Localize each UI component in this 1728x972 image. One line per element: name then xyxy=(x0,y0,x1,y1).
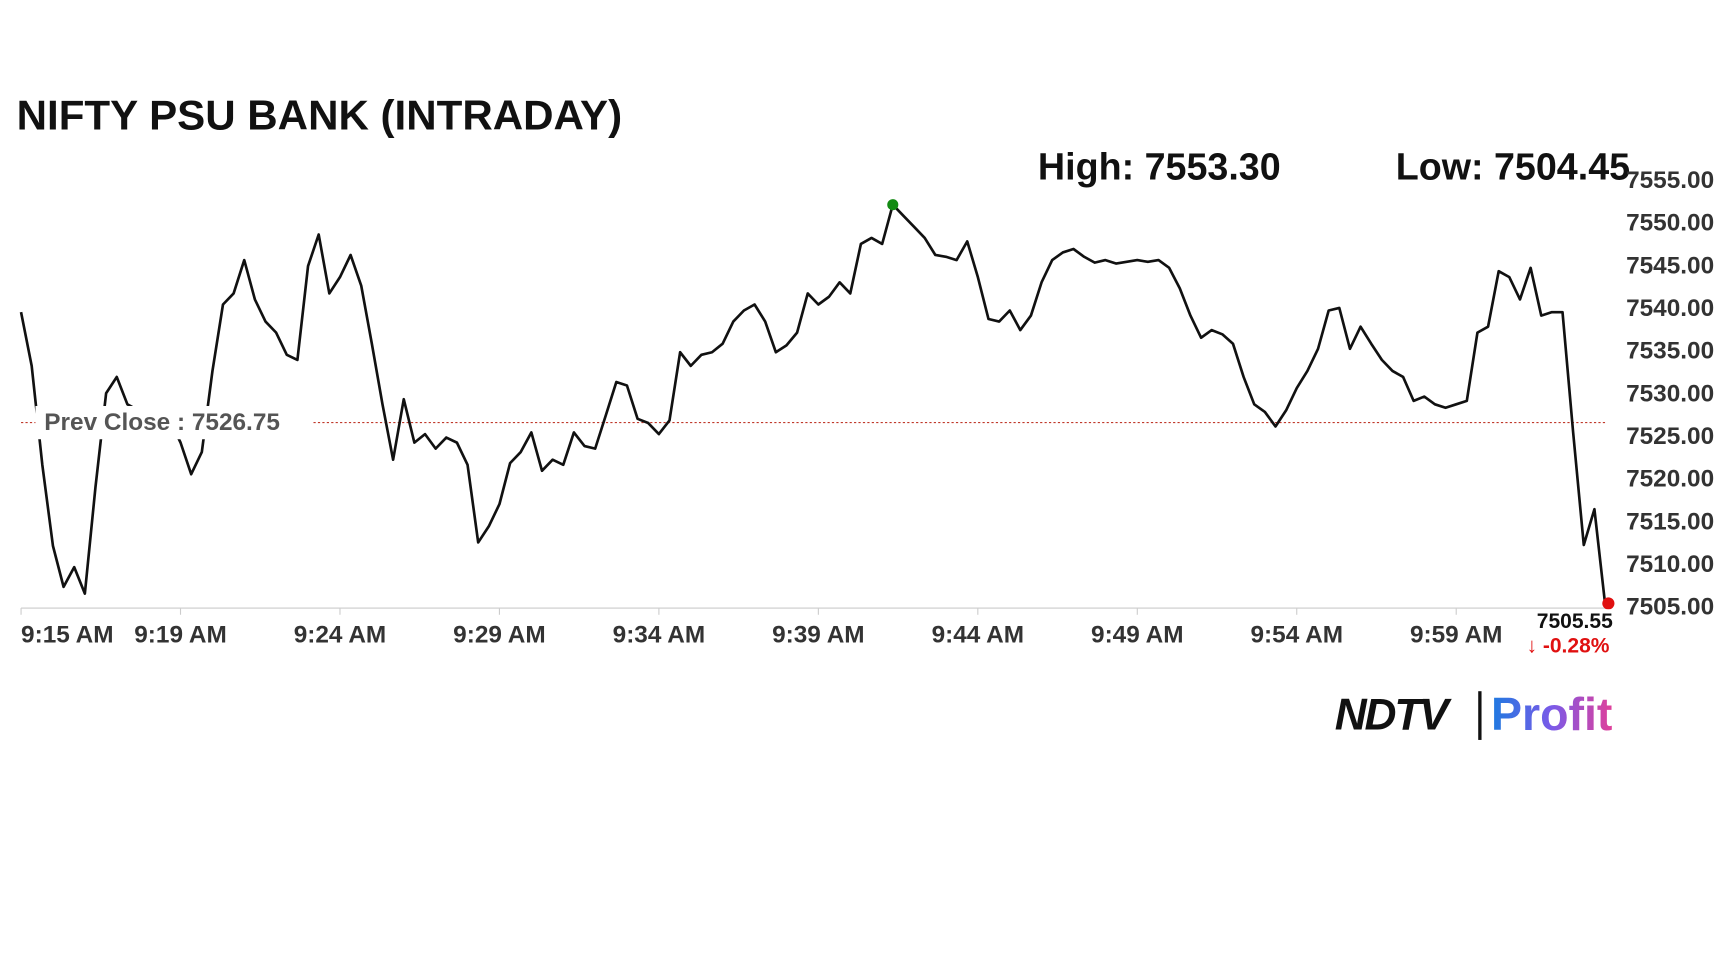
prev-close-label-bg xyxy=(35,405,313,440)
y-tick-label: 7550.00 xyxy=(1626,210,1714,237)
chart-title: NIFTY PSU BANK (INTRADAY) xyxy=(17,92,623,139)
x-tick-label: 9:49 AM xyxy=(1091,621,1184,648)
prev-close-label: Prev Close : 7526.75 xyxy=(44,409,280,436)
y-tick-label: 7510.00 xyxy=(1626,551,1714,578)
y-tick-label: 7530.00 xyxy=(1626,380,1714,407)
low-label: Low: 7504.45 xyxy=(1396,145,1630,187)
last-marker xyxy=(1602,597,1615,610)
x-tick-label: 9:34 AM xyxy=(613,621,706,648)
x-tick-label: 9:29 AM xyxy=(453,621,546,648)
y-tick-label: 7505.00 xyxy=(1626,594,1714,621)
y-tick-label: 7515.00 xyxy=(1626,508,1714,535)
change-label: ↓ -0.28% xyxy=(1526,634,1609,657)
x-tick-label: 9:24 AM xyxy=(294,621,387,648)
y-tick-label: 7545.00 xyxy=(1626,252,1714,279)
y-tick-label: 7520.00 xyxy=(1626,466,1714,493)
y-tick-label: 7525.00 xyxy=(1626,423,1714,450)
y-tick-label: 7535.00 xyxy=(1626,338,1714,365)
x-tick-label: 9:54 AM xyxy=(1250,621,1343,648)
x-tick-label: 9:19 AM xyxy=(134,621,227,648)
last-label-bg xyxy=(1526,609,1616,663)
logo-profit: Profit xyxy=(1491,688,1612,740)
x-tick-label: 9:44 AM xyxy=(932,621,1025,648)
plot: 9:15 AM 9:19 AM 9:24 AM 9:29 AM 9:34 AM 9:39 … xyxy=(19,167,1714,663)
logo-ndtv: NDTV xyxy=(1335,690,1452,739)
high-marker xyxy=(887,199,899,211)
y-tick-label: 7540.00 xyxy=(1626,295,1714,322)
y-tick-label: 7555.00 xyxy=(1626,167,1714,194)
high-label: High: 7553.30 xyxy=(1038,145,1281,187)
x-tick-label: 9:59 AM xyxy=(1410,621,1503,648)
x-tick-label: 9:15 AM xyxy=(21,621,114,648)
x-tick-label: 9:39 AM xyxy=(772,621,865,648)
last-value-label: 7505.55 xyxy=(1537,610,1613,633)
price-line xyxy=(19,203,1607,604)
